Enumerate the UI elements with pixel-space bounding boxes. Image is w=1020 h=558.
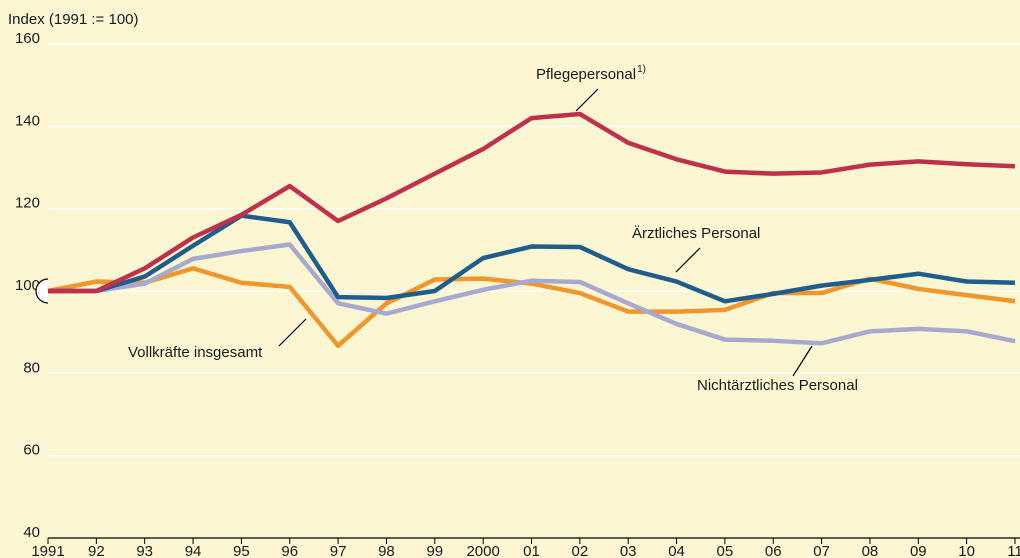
x-tick-label: 96	[281, 543, 298, 558]
y-tick-label: 80	[23, 359, 40, 376]
leader-line	[792, 345, 813, 377]
x-tick-label: 97	[330, 543, 347, 558]
y-tick-label: 40	[23, 524, 40, 541]
x-tick-label: 95	[233, 543, 250, 558]
series-label: Pflegepersonal	[536, 66, 636, 83]
leader-line	[278, 318, 307, 347]
x-tick-label: 06	[765, 543, 782, 558]
series-line	[48, 111, 1016, 294]
x-tick-label: 01	[523, 543, 540, 558]
y-tick-label: 60	[23, 442, 40, 459]
grid: 40 60 80 100 120 140 160 1991 92 93 94 95 96 97 98 99 20…	[15, 30, 1020, 558]
series-line	[48, 242, 1016, 346]
leader-line	[575, 88, 599, 112]
x-tick-label: 2000	[466, 543, 499, 558]
x-tick-label: 1991	[31, 543, 64, 558]
y-tick-label: 140	[15, 112, 40, 129]
series-label: Ärztliches Personal	[632, 225, 760, 242]
x-tick-label: 93	[136, 543, 153, 558]
series-label: Vollkräfte insgesamt	[128, 344, 263, 361]
x-tick-label: 98	[378, 543, 395, 558]
x-tick-label: 09	[910, 543, 927, 558]
x-tick-label: 05	[717, 543, 734, 558]
x-tick-label: 07	[813, 543, 830, 558]
leader-line	[675, 247, 701, 273]
y-axis-title: Index (1991 := 100)	[8, 11, 139, 28]
x-tick-label: 11	[1007, 543, 1020, 558]
lines	[47, 111, 1016, 349]
x-tick-label: 03	[620, 543, 637, 558]
series-label: Nichtärztliches Personal	[697, 377, 858, 394]
x-tick-label: 94	[185, 543, 202, 558]
x-tick-label: 02	[572, 543, 589, 558]
y-tick-label: 160	[15, 30, 40, 47]
labels: Pflegepersonal 1) Ärztliches Personal Vollk…	[128, 64, 858, 394]
x-tick-label: 92	[88, 543, 105, 558]
y-tick-label: 120	[15, 195, 40, 212]
footnote-mark: 1)	[637, 64, 646, 75]
x-tick-label: 08	[862, 543, 879, 558]
series-line	[48, 213, 1016, 304]
x-tick-label: 04	[668, 543, 685, 558]
x-tick-label: 10	[958, 543, 975, 558]
x-tick-label: 99	[426, 543, 443, 558]
y-tick-label: 100	[15, 277, 40, 294]
base-marker	[35, 278, 49, 304]
